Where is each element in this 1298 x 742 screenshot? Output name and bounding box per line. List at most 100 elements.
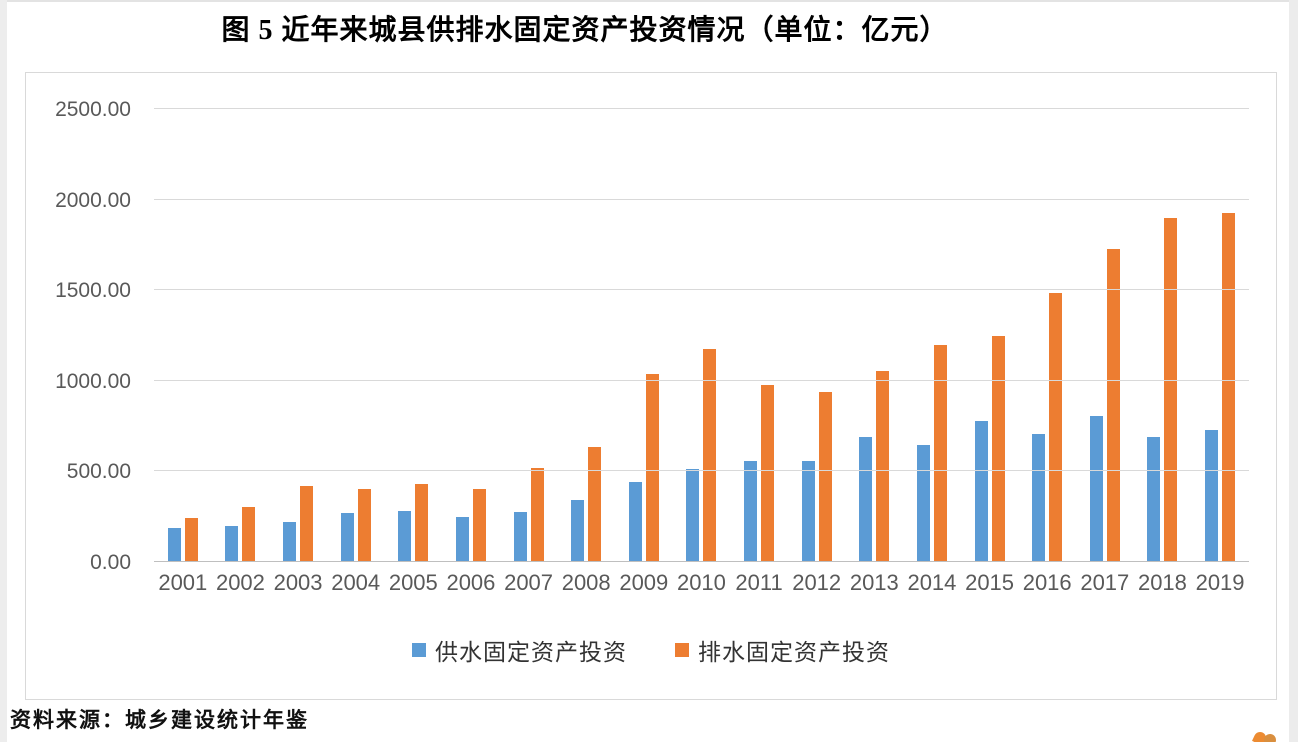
bar-water-supply [513,511,527,562]
gridline [154,289,1249,291]
x-tick-label: 2008 [561,570,611,595]
legend-item-water-supply: 供水固定资产投资 [412,633,627,667]
bar-group [340,109,371,562]
bar-water-supply [916,444,930,562]
plot-area [154,108,1249,562]
bar-group [225,109,256,562]
x-axis: 2001 2002 2003 2004 2005 2006 2007 2008 2009 2010… [154,570,1249,596]
x-tick-label: 2009 [619,570,669,595]
bar-water-supply [974,421,988,562]
bar-drainage [300,485,314,562]
bar-water-supply [744,460,758,562]
bar-water-supply [571,499,585,562]
x-tick-label: 2006 [446,570,496,595]
bar-drainage [357,488,371,562]
title-row: 图 5 近年来城县供排水固定资产投资情况（单位：亿元） [25,8,1145,48]
bar-drainage [242,506,256,562]
x-tick-label: 2010 [676,570,726,595]
gridline [154,561,1249,562]
x-tick-label: 2004 [331,570,381,595]
bar-water-supply [801,461,815,562]
bar-water-supply [1089,415,1103,562]
bar-drainage [818,392,832,562]
bar-group [1147,109,1178,562]
page-edge-left [0,0,7,742]
bar-water-supply [686,469,700,562]
bar-water-supply [167,527,181,562]
gridline [154,108,1249,109]
bar-drainage [1164,218,1178,562]
bar-drainage [991,335,1005,562]
bar-water-supply [340,513,354,562]
bar-drainage [933,345,947,562]
bar-water-supply [1205,430,1219,562]
bar-water-supply [859,436,873,562]
bar-group [283,109,314,562]
bar-group [513,109,544,562]
bar-group [628,109,659,562]
bar-drainage [1106,248,1120,562]
legend-label-water-supply: 供水固定资产投资 [435,640,627,665]
bar-group [686,109,717,562]
bar-drainage [876,370,890,562]
legend-item-drainage: 排水固定资产投资 [675,633,890,667]
chart-frame: 0.00 500.00 1000.00 1500.00 2000.00 2500.00 2… [25,72,1277,700]
bar-group [398,109,429,562]
legend-swatch-drainage [675,643,689,657]
x-tick-label: 2011 [735,570,783,595]
bar-group [801,109,832,562]
bar-water-supply [628,481,642,562]
y-tick-label: 0.00 [90,551,131,574]
x-tick-label: 2016 [1022,570,1072,595]
page-edge-top [7,0,1289,2]
x-tick-label: 2019 [1195,570,1245,595]
y-tick-label: 500.00 [66,460,131,484]
bar-group [916,109,947,562]
bar-drainage [703,348,717,562]
bar-water-supply [225,525,239,562]
legend-swatch-water-supply [412,643,426,657]
bars-container [154,109,1249,562]
bar-drainage [184,518,198,562]
bar-group [859,109,890,562]
gridline [154,379,1249,381]
bar-drainage [1222,213,1236,562]
legend-label-drainage: 排水固定资产投资 [698,640,890,665]
y-tick-label: 1000.00 [55,369,131,393]
bar-drainage [645,374,659,562]
bar-drainage [530,468,544,562]
x-tick-label: 2012 [792,570,842,595]
bar-water-supply [1147,437,1161,562]
x-tick-label: 2014 [907,570,957,595]
bar-group [1032,109,1063,562]
bar-water-supply [1032,434,1046,562]
chart-title: 图 5 近年来城县供排水固定资产投资情况（单位：亿元） [221,15,949,46]
x-tick-label: 2017 [1080,570,1130,595]
x-tick-label: 2013 [849,570,899,595]
x-tick-label: 2003 [273,570,323,595]
x-tick-label: 2005 [388,570,438,595]
corner-logo-fragment [1250,729,1280,742]
bar-group [167,109,198,562]
bar-group [974,109,1005,562]
bar-drainage [588,446,602,562]
gridline [154,470,1249,472]
y-tick-label: 2500.00 [55,98,131,121]
legend: 供水固定资产投资 排水固定资产投资 [26,633,1276,667]
bar-group [744,109,775,562]
y-tick-label: 1500.00 [55,279,131,303]
bar-group [455,109,486,562]
x-tick-label: 2002 [215,570,265,595]
x-tick-label: 2018 [1137,570,1187,595]
source-note: 资料来源：城乡建设统计年鉴 [10,708,309,732]
bar-water-supply [455,516,469,562]
bar-group [1089,109,1120,562]
bar-drainage [1049,292,1063,562]
page-edge-right [1289,0,1298,742]
x-tick-label: 2007 [504,570,554,595]
bar-drainage [472,488,486,562]
x-tick-label: 2015 [965,570,1015,595]
y-tick-label: 2000.00 [55,188,131,212]
x-tick-label: 2001 [158,570,208,595]
